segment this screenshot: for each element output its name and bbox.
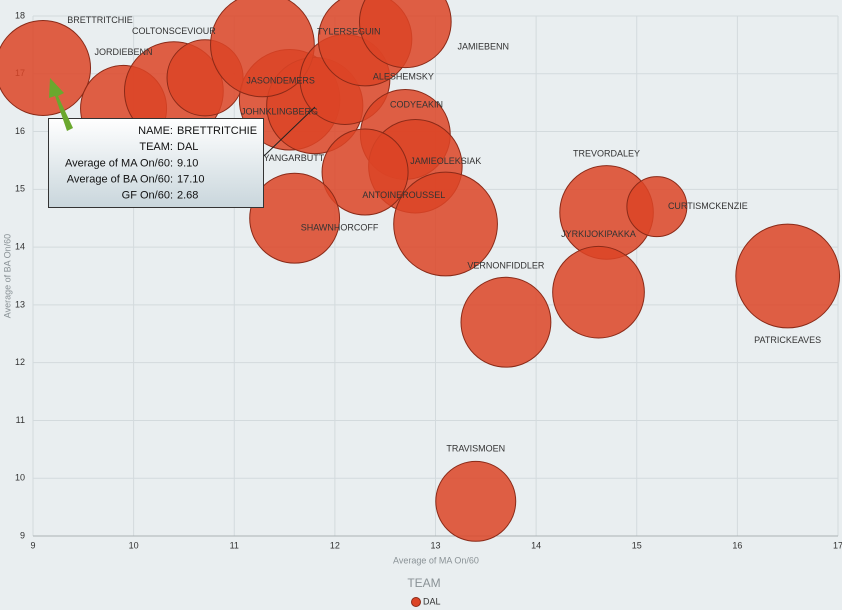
- pointer-arrow: [49, 78, 73, 131]
- bubble: [0, 20, 92, 116]
- tooltip-value: DAL: [177, 141, 198, 153]
- bubble-label: JOHNKLINGBERG: [241, 107, 318, 117]
- y-tick-label: 10: [15, 473, 25, 483]
- tooltip-key: Average of BA On/60:: [67, 174, 173, 186]
- bubble-label: JAMIEOLEKSIAK: [410, 156, 481, 166]
- legend-title: TEAM: [407, 576, 440, 590]
- bubble: [393, 171, 498, 277]
- x-tick-label: 17: [833, 540, 842, 550]
- y-tick-label: 15: [15, 184, 25, 194]
- tooltip-key: TEAM:: [139, 141, 173, 153]
- bubble-label: VERNONFIDDLER: [467, 260, 545, 270]
- bubble-label: JYRKIJOKIPAKKA: [561, 229, 636, 239]
- bubble-label: CODYEAKIN: [390, 100, 443, 110]
- bubble: [210, 0, 315, 98]
- bubble: [552, 245, 645, 339]
- bubble-label: SHAWNHORCOFF: [301, 222, 379, 232]
- bubble-label: TRAVISMOEN: [446, 444, 505, 454]
- x-tick-label: 14: [531, 540, 541, 550]
- bubble: [626, 176, 688, 238]
- x-tick-label: 16: [732, 540, 742, 550]
- x-tick-label: 9: [30, 540, 35, 550]
- y-tick-label: 18: [15, 10, 25, 20]
- bubble-label: TREVORDALEY: [573, 148, 640, 158]
- tooltip-value: 9.10: [177, 157, 198, 169]
- tooltip-box: [48, 118, 264, 208]
- x-tick-label: 15: [632, 540, 642, 550]
- tooltip-value: 17.10: [177, 174, 205, 186]
- bubble: [735, 223, 841, 329]
- bubble-label: RYANGARBUTT: [257, 153, 325, 163]
- bubble-label: CURTISMCKENZIE: [668, 201, 748, 211]
- bubble: [249, 172, 341, 264]
- y-axis-title: Average of BA On/60: [2, 234, 12, 318]
- bubble: [321, 128, 409, 216]
- legend-label[interactable]: DAL: [423, 596, 441, 606]
- tooltip-key: Average of MA On/60:: [65, 157, 173, 169]
- leader-line: [263, 106, 316, 157]
- bubble: [460, 276, 552, 368]
- y-tick-label: 14: [15, 241, 25, 251]
- bubble-label: JASONDEMERS: [246, 76, 315, 86]
- x-tick-label: 13: [430, 540, 440, 550]
- bubble: [358, 0, 452, 69]
- tooltip-key: NAME:: [138, 125, 173, 137]
- tooltip-value: BRETTRITCHIE: [177, 125, 257, 137]
- bubble-label: TYLERSEGUIN: [317, 26, 381, 36]
- x-tick-label: 10: [129, 540, 139, 550]
- bubble-label: JORDIEBENN: [95, 47, 153, 57]
- y-tick-label: 11: [16, 415, 25, 425]
- tooltip: NAME: BRETTRITCHIE TEAM: DAL Average of MA O…: [48, 118, 264, 208]
- y-tick-label: 13: [15, 299, 25, 309]
- tooltip-key: GF On/60:: [122, 190, 173, 202]
- x-tick-label: 12: [330, 540, 340, 550]
- y-tick-label: 9: [20, 530, 25, 540]
- bubble-label: ALESHEMSKY: [373, 72, 434, 82]
- bubble-label: ANTOINEROUSSEL: [362, 190, 445, 200]
- bubble-label: JAMIEBENN: [458, 41, 510, 51]
- bubble-label: BRETTRITCHIE: [67, 15, 133, 25]
- x-tick-label: 11: [230, 540, 239, 550]
- bubble: [435, 460, 517, 542]
- y-tick-label: 12: [15, 357, 25, 367]
- x-axis-title: Average of MA On/60: [393, 555, 479, 565]
- bubble-label: PATRICKEAVES: [754, 335, 821, 345]
- y-tick-label: 16: [15, 126, 25, 136]
- legend-swatch[interactable]: [411, 597, 421, 607]
- bubble-label: COLTONSCEVIOUR: [132, 26, 216, 36]
- tooltip-value: 2.68: [177, 190, 198, 202]
